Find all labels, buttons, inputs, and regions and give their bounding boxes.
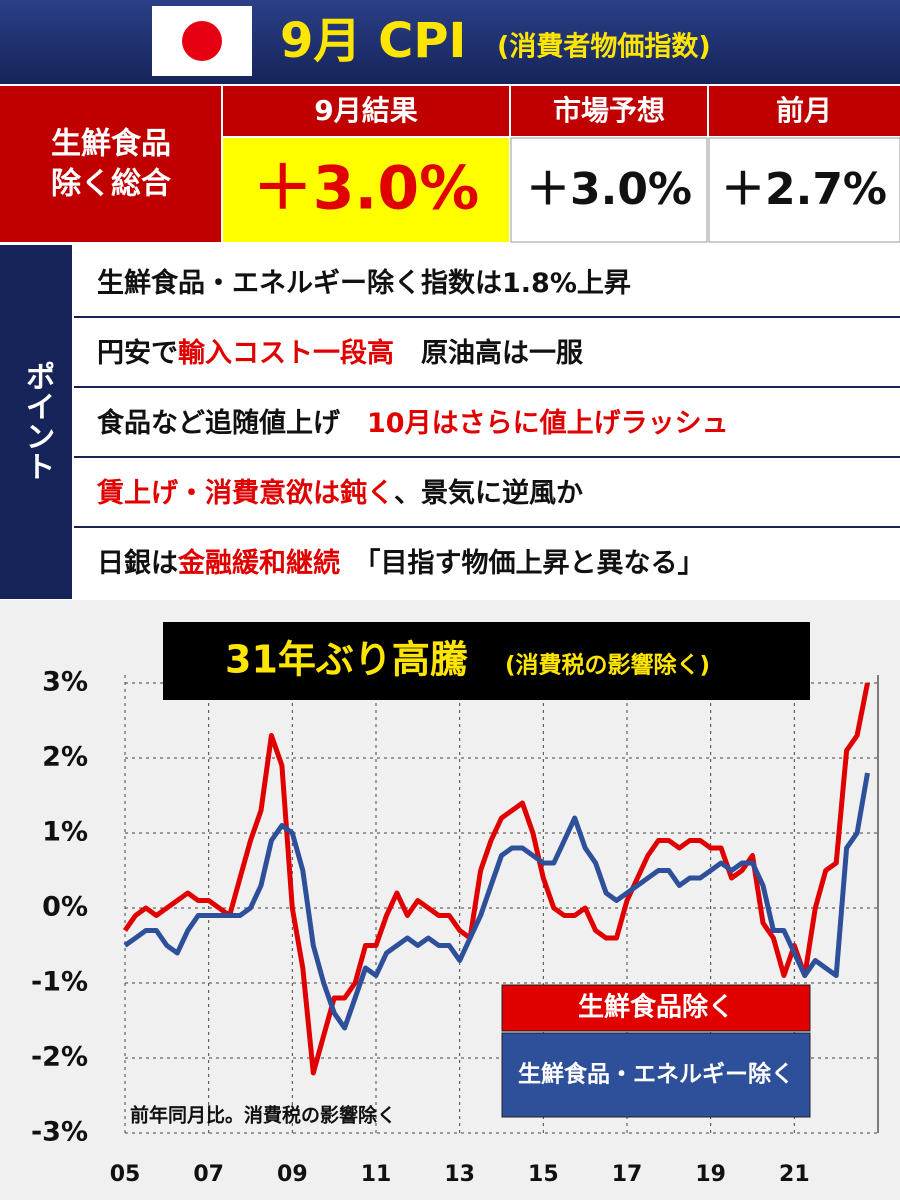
column-header: 市場予想 xyxy=(553,94,665,127)
point-segment: 10月はさらに値上げラッシュ xyxy=(367,408,729,439)
series-line xyxy=(122,682,870,1076)
point-row xyxy=(74,458,900,526)
point-segment: 賃上げ・消費意欲は鈍く xyxy=(96,477,394,509)
point-segment: 円安で xyxy=(97,338,178,369)
chart-title-box xyxy=(163,622,810,700)
point-text: 賃上げ・消費意欲は鈍く、景気に逆風か xyxy=(96,477,583,509)
y-tick-label: -2% xyxy=(31,1042,88,1073)
point-text: 食品など追随値上げ 10月はさらに値上げラッシュ xyxy=(97,407,729,439)
row-label: 生鮮食品 xyxy=(51,127,171,162)
header-bar xyxy=(0,0,900,84)
point-text: 円安で輸入コスト一段高 原油高は一服 xyxy=(97,337,584,369)
row-label: 除く総合 xyxy=(51,167,171,202)
point-segment: 「目指す物価上昇と異なる」 xyxy=(340,547,705,579)
previous-value: ＋2.7% xyxy=(721,164,887,215)
y-tick-label: 3% xyxy=(42,667,88,698)
y-tick-label: -3% xyxy=(31,1117,88,1148)
legend-label: 生鮮食品・エネルギー除く xyxy=(518,1061,794,1088)
x-tick-label: 09 xyxy=(277,1162,308,1187)
point-text: 生鮮食品・エネルギー除く指数は1.8%上昇 xyxy=(97,267,631,299)
result-value: ＋3.0% xyxy=(253,154,479,224)
point-segment: 金融緩和継続 xyxy=(177,547,340,579)
value-cell xyxy=(708,137,900,243)
header-cell xyxy=(511,86,707,136)
y-tick-label: -1% xyxy=(31,967,88,998)
header-subtitle: (消費者物価指数) xyxy=(497,32,711,63)
point-row xyxy=(74,318,900,386)
y-tick-label: 0% xyxy=(42,892,88,923)
header-title: 9月 CPI xyxy=(280,13,466,69)
x-tick-label: 15 xyxy=(528,1162,559,1187)
flag-sun xyxy=(182,21,222,61)
x-tick-label: 19 xyxy=(695,1162,726,1187)
chart-subtitle: (消費税の影響除く) xyxy=(505,652,710,679)
x-tick-label: 13 xyxy=(444,1162,475,1187)
point-row xyxy=(74,248,900,316)
x-tick-label: 11 xyxy=(361,1162,392,1187)
x-tick-label: 07 xyxy=(193,1162,224,1187)
column-header: 前月 xyxy=(776,94,832,127)
legend-label: 生鮮食品除く xyxy=(578,992,734,1023)
series-line xyxy=(123,772,870,1031)
header-cell xyxy=(223,86,509,136)
point-segment: 輸入コスト一段高 xyxy=(178,337,394,369)
points-label-cell xyxy=(0,245,72,599)
value-cell xyxy=(510,137,708,243)
point-segment: 原油高は一服 xyxy=(394,337,584,369)
x-tick-label: 17 xyxy=(612,1162,643,1187)
point-segment: 、景気に逆風か xyxy=(394,477,583,509)
x-tick-label: 21 xyxy=(779,1162,810,1187)
point-row xyxy=(74,528,900,596)
chart-title: 31年ぶり高騰 xyxy=(225,638,468,682)
x-tick-label: 05 xyxy=(110,1162,141,1187)
chart: -3% -2% -1% 0% 1% 2% 3% 05 07 09 11 13 15 17 19 21 31年ぶり… xyxy=(31,622,879,1187)
point-segment: 生鮮食品・エネルギー除く指数は1.8%上昇 xyxy=(97,267,631,299)
column-header: 9月結果 xyxy=(314,94,417,127)
header-cell xyxy=(709,86,900,136)
chart-note: 前年同月比。消費税の影響除く xyxy=(130,1104,396,1127)
y-tick-label: 2% xyxy=(42,742,88,773)
point-text: 日銀は金融緩和継続 「目指す物価上昇と異なる」 xyxy=(97,547,705,579)
point-segment: 食品など追随値上げ xyxy=(97,407,367,439)
legend-box xyxy=(501,984,811,1032)
y-tick-label: 1% xyxy=(42,817,88,848)
points-label: ポイント xyxy=(20,361,55,481)
point-row xyxy=(74,388,900,456)
point-segment: 日銀は xyxy=(97,548,178,579)
result-cell xyxy=(223,138,509,242)
forecast-value: ＋3.0% xyxy=(526,164,692,215)
legend-box xyxy=(501,1032,811,1118)
row-label-cell xyxy=(0,86,221,242)
